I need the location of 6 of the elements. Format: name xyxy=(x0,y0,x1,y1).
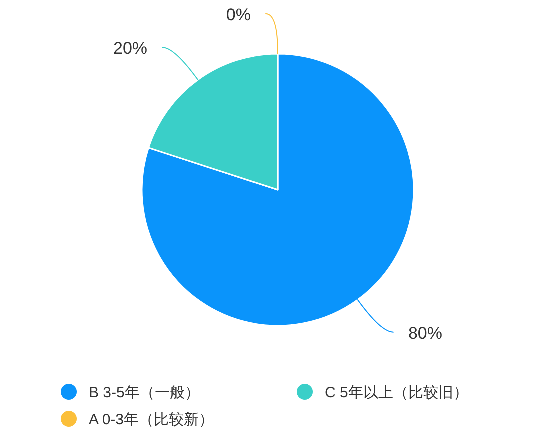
data-label: 80% xyxy=(408,324,442,343)
legend-label: A 0-3年（比较新） xyxy=(89,412,214,428)
legend-label: C 5年以上（比较旧） xyxy=(325,384,468,402)
legend-label: B 3-5年（一般） xyxy=(89,384,200,402)
text: 0% xyxy=(226,6,251,24)
data-label: 20% xyxy=(114,39,148,58)
